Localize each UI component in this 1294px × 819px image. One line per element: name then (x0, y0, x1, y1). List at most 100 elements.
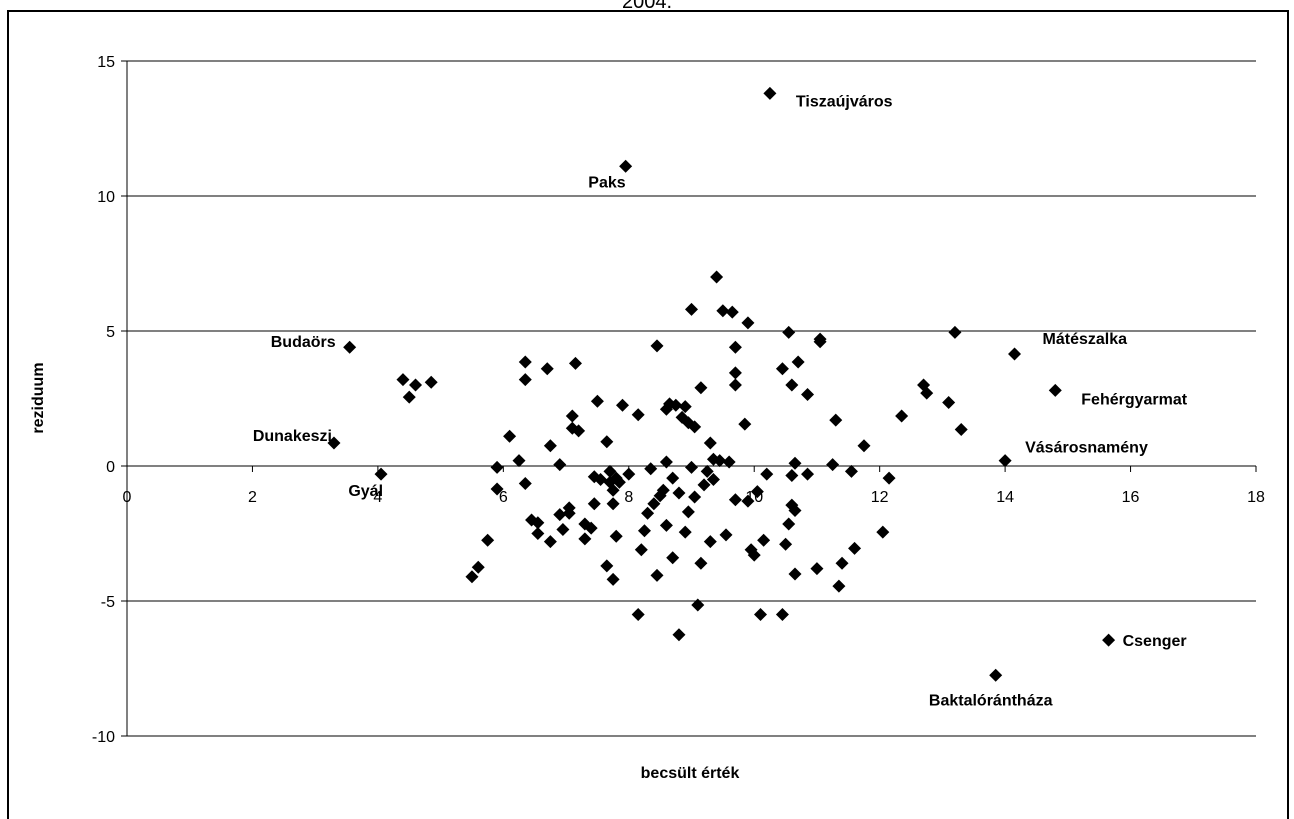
data-point-47 (600, 435, 614, 449)
data-point-55 (612, 475, 626, 489)
data-point-56 (616, 398, 630, 412)
data-point-73 (666, 551, 680, 565)
data-point-139 (876, 525, 890, 539)
data-point-117 (779, 537, 793, 551)
data-point-104 (728, 366, 742, 380)
data-point-113 (757, 533, 771, 547)
data-point-83 (685, 460, 698, 474)
data-point-86 (688, 420, 702, 434)
x-tick-label-0: 0 (123, 489, 132, 506)
data-point-19 (503, 429, 517, 443)
data-point-44 (590, 394, 604, 408)
data-point-79 (678, 400, 692, 414)
x-axis-label: becsült érték (641, 765, 740, 782)
data-point-136 (844, 464, 858, 478)
data-point-32 (553, 458, 567, 472)
data-point-124 (788, 567, 802, 581)
data-point-89 (694, 381, 708, 395)
data-point-7 (998, 454, 1012, 468)
data-point-99 (719, 528, 733, 542)
data-point-9 (989, 668, 1003, 682)
data-point-53 (609, 529, 623, 543)
data-point-62 (641, 506, 655, 520)
data-point-88 (694, 556, 708, 570)
y-tick-label-0: -10 (92, 729, 115, 746)
data-point-132 (826, 458, 840, 472)
data-point-138 (857, 439, 871, 453)
data-point-141 (895, 409, 909, 423)
data-point-41 (584, 521, 598, 535)
data-point-50 (606, 572, 620, 586)
data-point-59 (631, 608, 645, 621)
x-tick-label-2: 4 (373, 489, 382, 506)
data-point-87 (691, 598, 705, 612)
data-point-137 (848, 541, 862, 555)
data-point-74 (666, 471, 680, 485)
data-point-97 (713, 454, 727, 468)
data-point-112 (753, 608, 767, 621)
data-point-92 (703, 436, 717, 450)
data-point-51 (606, 483, 620, 497)
data-point-18 (490, 460, 504, 474)
y-tick-label-1: -5 (101, 594, 115, 611)
x-tick-label-4: 8 (624, 489, 633, 506)
data-point-127 (801, 387, 815, 401)
x-tick-label-6: 12 (871, 489, 889, 506)
data-point-76 (672, 628, 686, 642)
data-point-15 (471, 560, 485, 574)
data-point-143 (920, 386, 934, 400)
y-tick-label-2: 0 (106, 459, 115, 476)
annotation-7: Vásárosnamény (1025, 440, 1148, 457)
annotation-3: Dunakeszi (253, 428, 332, 445)
data-point-93 (703, 535, 717, 549)
y-axis-label: reziduum (30, 362, 47, 433)
data-point-38 (572, 424, 586, 438)
data-point-96 (710, 270, 724, 284)
annotation-0: Tiszaújváros (796, 93, 893, 110)
data-point-66 (650, 568, 664, 582)
data-point-0 (763, 86, 777, 100)
data-point-121 (785, 468, 799, 482)
data-point-36 (565, 409, 579, 423)
data-point-26 (531, 516, 545, 530)
data-point-108 (741, 494, 755, 508)
annotation-1: Paks (588, 174, 625, 191)
chart-title-fragment: 2004. (621, 0, 673, 13)
data-point-58 (631, 408, 645, 422)
annotation-4: Gyál (348, 483, 383, 500)
y-tick-label-5: 15 (97, 54, 115, 71)
annotation-6: Fehérgyarmat (1081, 391, 1187, 408)
data-point-129 (810, 562, 824, 576)
data-point-42 (587, 497, 601, 511)
data-point-5 (1008, 347, 1022, 361)
data-point-134 (832, 579, 846, 593)
y-tick-label-4: 10 (97, 189, 115, 206)
data-point-64 (647, 497, 661, 511)
data-point-126 (791, 355, 805, 369)
data-point-77 (672, 486, 686, 500)
data-point-8 (1102, 633, 1116, 647)
data-points (327, 86, 1116, 682)
data-point-101 (725, 305, 739, 319)
data-point-107 (741, 316, 755, 330)
data-point-17 (490, 482, 504, 496)
data-point-98 (716, 304, 730, 318)
data-point-45 (594, 473, 608, 486)
data-point-122 (785, 378, 799, 392)
data-point-16 (481, 533, 495, 547)
data-point-28 (543, 439, 557, 453)
data-point-6 (1048, 383, 1062, 397)
data-point-144 (942, 396, 956, 410)
x-tick-label-8: 16 (1122, 489, 1140, 506)
data-point-65 (650, 339, 664, 353)
data-point-103 (728, 340, 742, 354)
data-point-20 (512, 454, 526, 468)
data-point-116 (775, 362, 789, 376)
data-point-23 (518, 355, 532, 369)
data-point-135 (835, 556, 849, 570)
data-point-111 (750, 485, 764, 499)
data-point-114 (760, 467, 774, 481)
data-point-12 (402, 390, 416, 404)
data-point-13 (424, 375, 438, 389)
